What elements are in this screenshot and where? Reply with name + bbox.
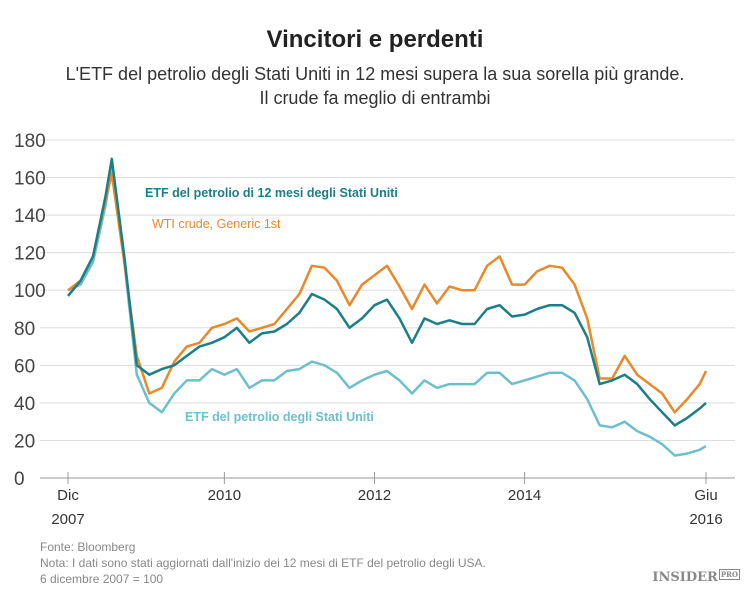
series-line [67,157,707,427]
series-label: ETF del petrolio di 12 mesi degli Stati … [145,186,398,200]
y-tick-label: 40 [14,394,35,415]
series-line [67,172,708,414]
y-tick-label: 80 [14,319,35,340]
x-tick-label: 2007 [51,511,84,528]
y-tick-label: 0 [14,469,25,490]
x-tick-label: Dic [57,487,79,504]
x-tick-label: 2012 [358,487,391,504]
subtitle-line-1: L'ETF del petrolio degli Stati Uniti in … [65,64,685,84]
x-tick-label: 2016 [689,511,722,528]
y-tick-label: 100 [14,281,46,302]
y-tick-label: 140 [14,206,46,227]
x-tick-label: 2014 [508,487,541,504]
base-note: 6 dicembre 2007 = 100 [40,572,164,586]
series-label: ETF del petrolio degli Stati Uniti [185,410,374,424]
footnote: Nota: I dati sono stati aggiornati dall'… [40,556,486,570]
source-note: Fonte: Bloomberg [40,540,136,554]
y-tick-label: 120 [14,244,46,265]
x-tick-label: 2010 [208,487,241,504]
x-tick-label: Giu [694,487,717,504]
y-tick-label: 180 [14,131,46,152]
subtitle-line-2: Il crude fa meglio di entrambi [259,88,491,108]
chart-title: Vincitori e perdenti [266,26,484,53]
y-tick-label: 160 [14,169,46,190]
series-label: WTI crude, Generic 1st [152,217,281,231]
y-tick-label: 20 [14,431,35,452]
insider-pro-logo: INSIDER PRO [652,569,740,585]
y-tick-label: 60 [14,356,35,377]
series-line [67,166,707,457]
